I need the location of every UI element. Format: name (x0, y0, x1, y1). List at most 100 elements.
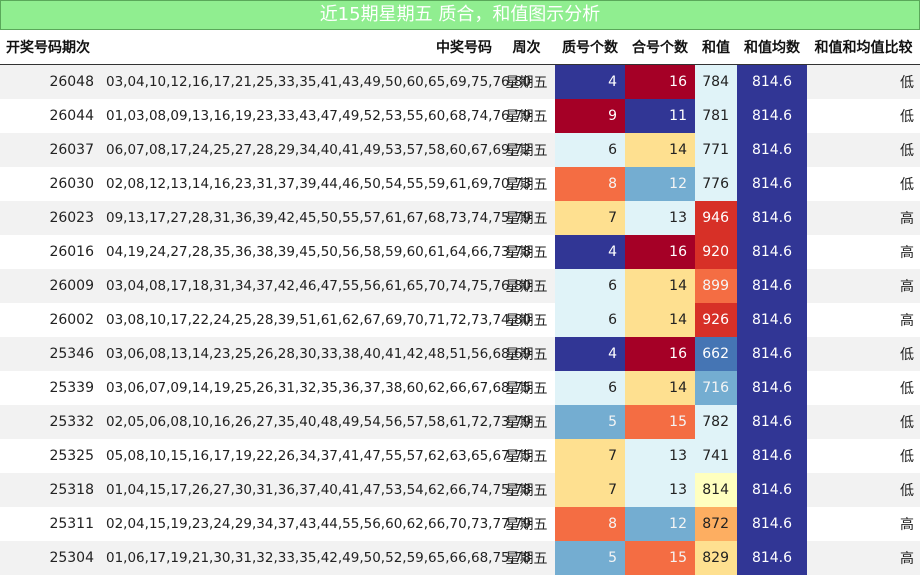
cell-composite-count: 14 (625, 133, 695, 167)
cell-prime-count: 7 (555, 439, 625, 473)
cell-composite-count: 16 (625, 235, 695, 269)
table-row: 25325 05,08,10,15,16,17,19,22,26,34,37,41… (0, 439, 920, 473)
cell-composite-count: 15 (625, 405, 695, 439)
cell-sum-mean: 814.6 (737, 371, 807, 405)
page-title: 近15期星期五 质合，和值图示分析 (0, 0, 920, 30)
header-comparison: 和值和均值比较 (807, 30, 920, 65)
cell-prime-count: 8 (555, 167, 625, 201)
cell-weekday: 星期五 (498, 269, 555, 303)
cell-weekday: 星期五 (498, 541, 555, 575)
cell-sum: 829 (695, 541, 737, 575)
cell-issue: 25346 (0, 337, 100, 371)
table-row: 26009 03,04,08,17,18,31,34,37,42,46,47,55… (0, 269, 920, 303)
header-issue: 开奖号码期次 (0, 30, 100, 65)
cell-sum-mean: 814.6 (737, 99, 807, 133)
cell-weekday: 星期五 (498, 473, 555, 507)
cell-sum-mean: 814.6 (737, 167, 807, 201)
cell-weekday: 星期五 (498, 439, 555, 473)
cell-issue: 25332 (0, 405, 100, 439)
cell-composite-count: 16 (625, 64, 695, 99)
cell-weekday: 星期五 (498, 64, 555, 99)
table-row: 26048 03,04,10,12,16,17,21,25,33,35,41,43… (0, 64, 920, 99)
cell-comparison: 高 (807, 201, 920, 235)
cell-numbers: 02,05,06,08,10,16,26,27,35,40,48,49,54,5… (100, 405, 531, 439)
header-numbers: 中奖号码 (100, 30, 498, 65)
cell-prime-count: 5 (555, 541, 625, 575)
cell-numbers: 02,04,15,19,23,24,29,34,37,43,44,55,56,6… (100, 507, 531, 541)
cell-prime-count: 8 (555, 507, 625, 541)
cell-numbers: 01,06,17,19,21,30,31,32,33,35,42,49,50,5… (100, 541, 531, 575)
header-sum-mean: 和值均数 (737, 30, 807, 65)
cell-weekday: 星期五 (498, 167, 555, 201)
table-row: 25346 03,06,08,13,14,23,25,26,28,30,33,38… (0, 337, 920, 371)
cell-numbers: 03,04,08,17,18,31,34,37,42,46,47,55,56,6… (100, 269, 531, 303)
cell-sum: 776 (695, 167, 737, 201)
cell-prime-count: 6 (555, 303, 625, 337)
cell-prime-count: 6 (555, 371, 625, 405)
cell-weekday: 星期五 (498, 405, 555, 439)
cell-sum: 946 (695, 201, 737, 235)
cell-sum-mean: 814.6 (737, 133, 807, 167)
cell-sum-mean: 814.6 (737, 201, 807, 235)
cell-composite-count: 12 (625, 167, 695, 201)
table-row: 25318 01,04,15,17,26,27,30,31,36,37,40,41… (0, 473, 920, 507)
cell-prime-count: 9 (555, 99, 625, 133)
cell-weekday: 星期五 (498, 303, 555, 337)
cell-composite-count: 14 (625, 303, 695, 337)
cell-weekday: 星期五 (498, 337, 555, 371)
cell-prime-count: 6 (555, 269, 625, 303)
cell-numbers: 06,07,08,17,24,25,27,28,29,34,40,41,49,5… (100, 133, 531, 167)
cell-composite-count: 13 (625, 473, 695, 507)
table-row: 26030 02,08,12,13,14,16,23,31,37,39,44,46… (0, 167, 920, 201)
cell-numbers: 03,04,10,12,16,17,21,25,33,35,41,43,49,5… (100, 64, 531, 99)
cell-comparison: 低 (807, 405, 920, 439)
cell-numbers: 05,08,10,15,16,17,19,22,26,34,37,41,47,5… (100, 439, 531, 473)
cell-comparison: 低 (807, 64, 920, 99)
table-row: 26023 09,13,17,27,28,31,36,39,42,45,50,55… (0, 201, 920, 235)
cell-comparison: 低 (807, 371, 920, 405)
header-sum: 和值 (695, 30, 737, 65)
cell-issue: 26023 (0, 201, 100, 235)
cell-sum-mean: 814.6 (737, 235, 807, 269)
cell-composite-count: 13 (625, 201, 695, 235)
cell-issue: 25339 (0, 371, 100, 405)
header-weekday: 周次 (498, 30, 555, 65)
cell-sum-mean: 814.6 (737, 541, 807, 575)
cell-issue: 26030 (0, 167, 100, 201)
table-body: 26048 03,04,10,12,16,17,21,25,33,35,41,43… (0, 64, 920, 575)
table-row: 25332 02,05,06,08,10,16,26,27,35,40,48,49… (0, 405, 920, 439)
cell-issue: 26016 (0, 235, 100, 269)
table-row: 25311 02,04,15,19,23,24,29,34,37,43,44,55… (0, 507, 920, 541)
cell-comparison: 高 (807, 269, 920, 303)
cell-sum-mean: 814.6 (737, 507, 807, 541)
cell-numbers: 03,06,08,13,14,23,25,26,28,30,33,38,40,4… (100, 337, 531, 371)
cell-composite-count: 12 (625, 507, 695, 541)
cell-composite-count: 11 (625, 99, 695, 133)
table-row: 25339 03,06,07,09,14,19,25,26,31,32,35,36… (0, 371, 920, 405)
cell-weekday: 星期五 (498, 99, 555, 133)
cell-issue: 25318 (0, 473, 100, 507)
cell-sum-mean: 814.6 (737, 64, 807, 99)
cell-issue: 26009 (0, 269, 100, 303)
table-row: 26044 01,03,08,09,13,16,19,23,33,43,47,49… (0, 99, 920, 133)
header-composite-count: 合号个数 (625, 30, 695, 65)
cell-sum-mean: 814.6 (737, 337, 807, 371)
cell-comparison: 低 (807, 473, 920, 507)
cell-comparison: 低 (807, 337, 920, 371)
table-row: 26037 06,07,08,17,24,25,27,28,29,34,40,41… (0, 133, 920, 167)
cell-weekday: 星期五 (498, 507, 555, 541)
cell-prime-count: 4 (555, 337, 625, 371)
cell-prime-count: 5 (555, 405, 625, 439)
cell-prime-count: 4 (555, 235, 625, 269)
cell-composite-count: 16 (625, 337, 695, 371)
cell-sum: 716 (695, 371, 737, 405)
cell-sum: 784 (695, 64, 737, 99)
cell-sum: 782 (695, 405, 737, 439)
cell-numbers: 01,03,08,09,13,16,19,23,33,43,47,49,52,5… (100, 99, 531, 133)
cell-weekday: 星期五 (498, 133, 555, 167)
table-row: 25304 01,06,17,19,21,30,31,32,33,35,42,49… (0, 541, 920, 575)
table-row: 26016 04,19,24,27,28,35,36,38,39,45,50,56… (0, 235, 920, 269)
cell-comparison: 低 (807, 133, 920, 167)
cell-sum: 662 (695, 337, 737, 371)
cell-issue: 26048 (0, 64, 100, 99)
